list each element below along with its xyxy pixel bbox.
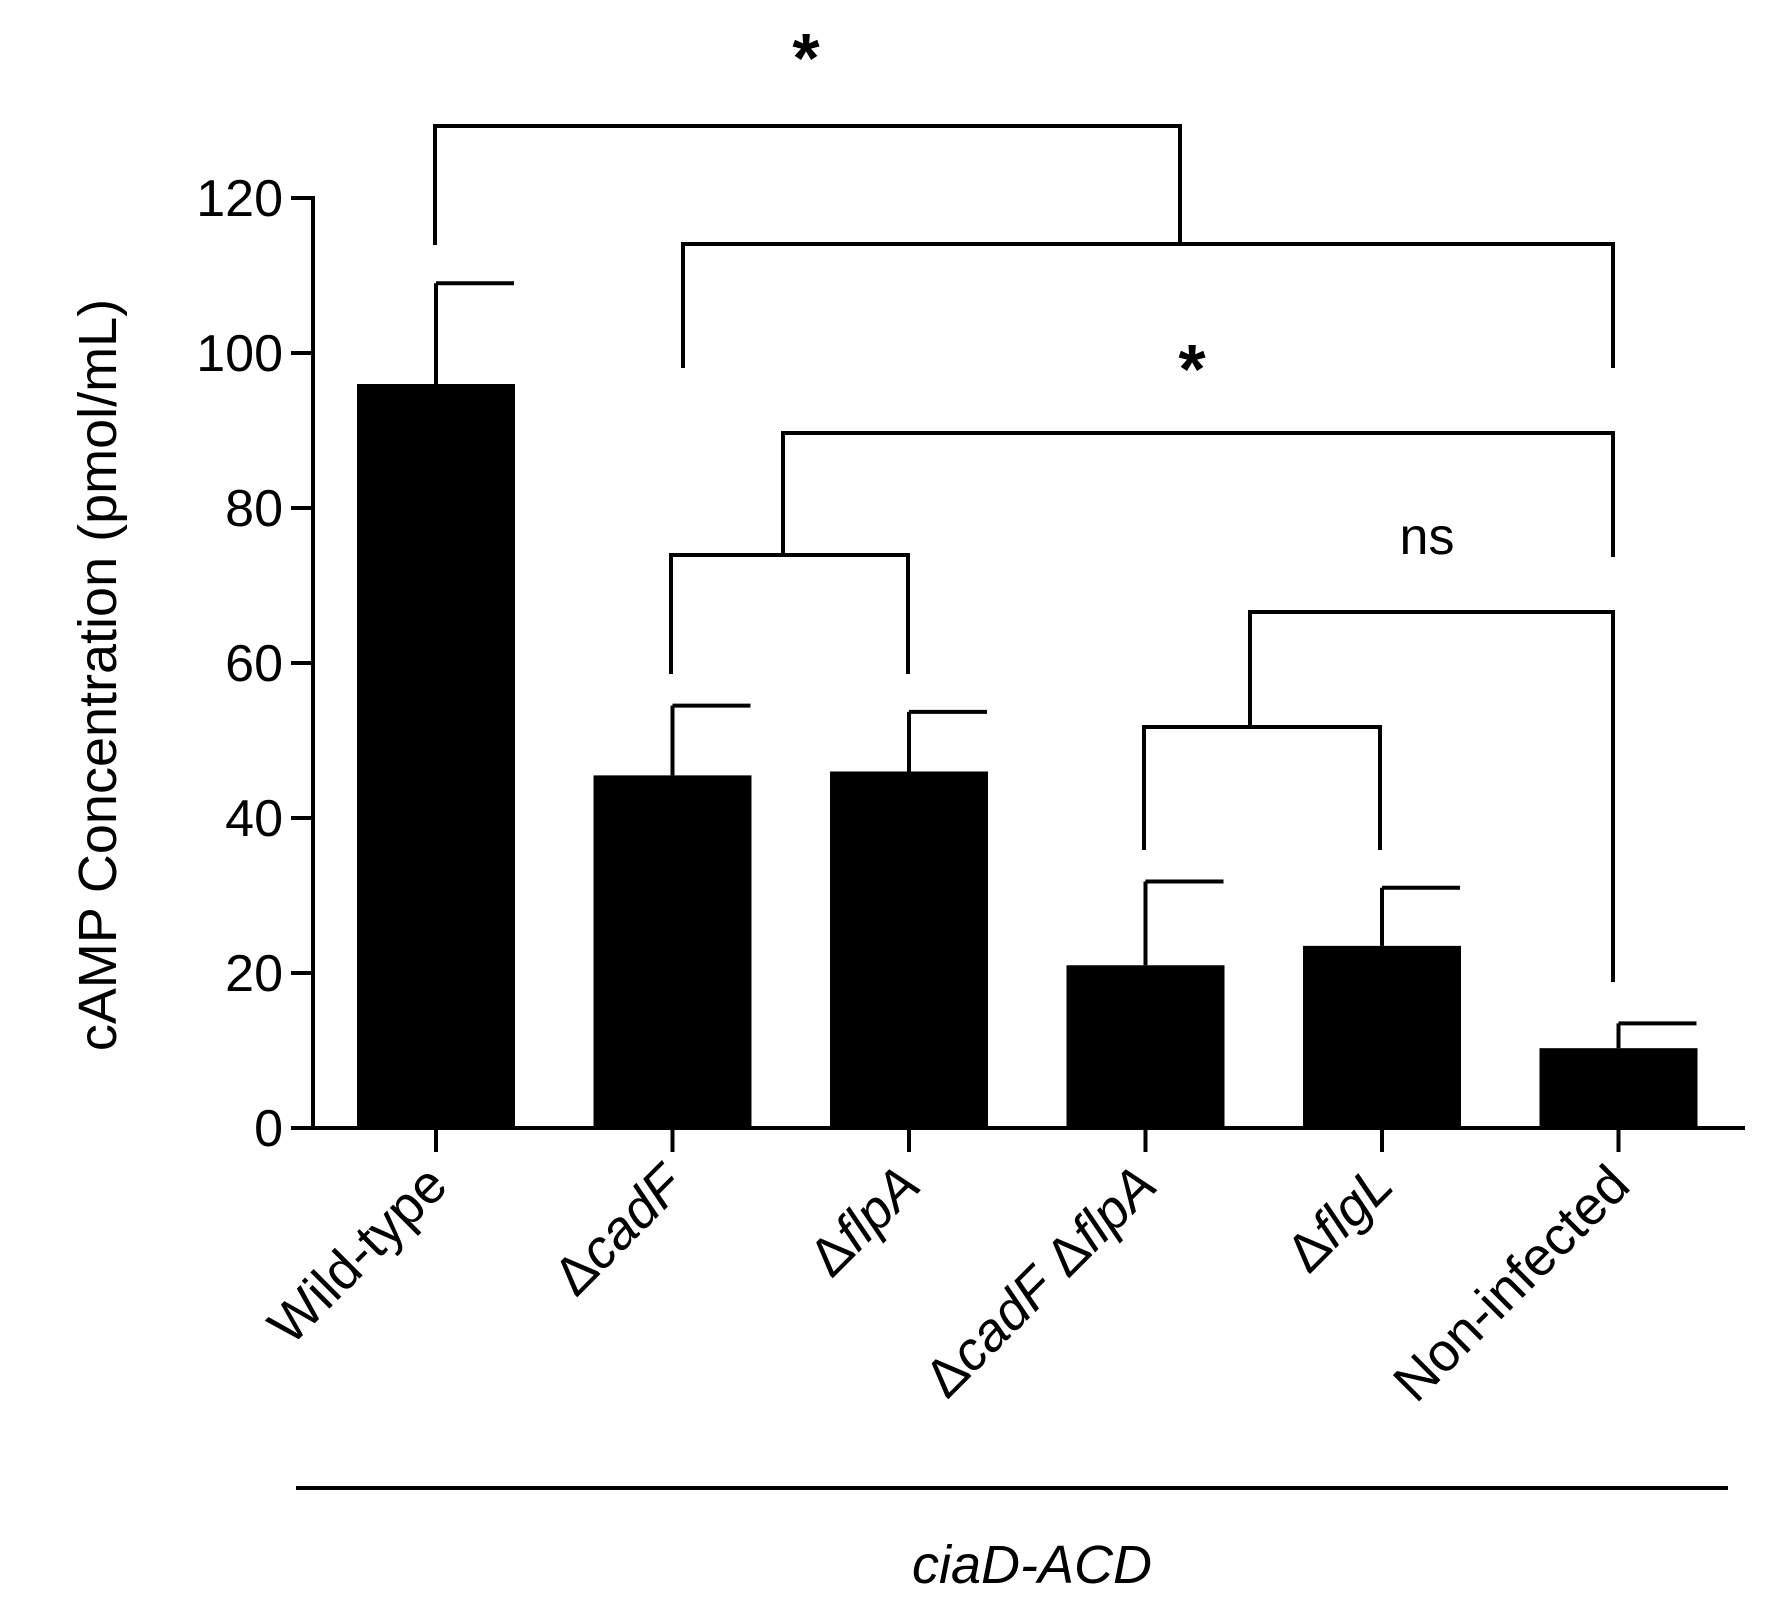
group-label: ciaD-ACD	[912, 1535, 1152, 1595]
bracket-pair-cadF-flpA-flgL	[1142, 725, 1382, 850]
x-tick-label: Non-infected	[1382, 1154, 1641, 1413]
bracket-star-2	[781, 431, 1615, 557]
significance-label: ns	[1400, 508, 1455, 566]
bar	[1539, 1048, 1698, 1128]
bar	[830, 771, 988, 1128]
bar	[593, 775, 752, 1128]
bracket-star-1	[433, 124, 1182, 245]
x-tick-label: ΔflpA	[798, 1154, 932, 1288]
y-tick-label: 100	[196, 325, 283, 383]
bracket-ns	[1248, 610, 1615, 982]
bracket-group-mutants	[681, 242, 1615, 368]
y-tick-label: 120	[196, 170, 283, 228]
x-tick-label: ΔcadF	[542, 1152, 697, 1307]
y-tick-label: 0	[254, 1100, 283, 1158]
bar	[357, 384, 515, 1128]
x-tick-label: ΔflgL	[1275, 1154, 1405, 1284]
bars	[357, 384, 1698, 1128]
significance-label: *	[1178, 330, 1206, 408]
y-tick-label: 40	[225, 790, 283, 848]
y-tick-label: 60	[225, 635, 283, 693]
x-tick-label: ΔcadF ΔflpA	[913, 1154, 1168, 1409]
bar	[1303, 945, 1461, 1128]
bar	[1066, 965, 1225, 1128]
bracket-pair-cadF-flpA	[669, 553, 910, 674]
y-tick-label: 80	[225, 480, 283, 538]
error-bars	[434, 281, 1697, 1049]
y-tick-label: 20	[225, 945, 283, 1003]
significance-brackets: * * ns	[433, 19, 1615, 982]
x-tick-label: Wild-type	[257, 1154, 459, 1356]
significance-label: *	[792, 19, 820, 97]
y-axis-label: cAMP Concentration (pmol/mL)	[68, 299, 128, 1051]
axes: 0 20 40 60 80 100 120	[196, 170, 1745, 1158]
